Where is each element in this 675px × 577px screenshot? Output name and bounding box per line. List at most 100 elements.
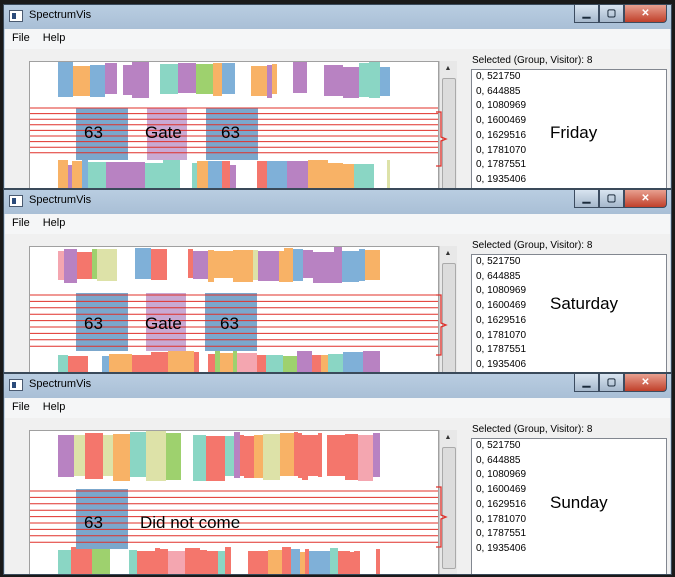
list-item[interactable]: 0, 1080969: [476, 100, 527, 112]
highlight-block: [76, 489, 128, 549]
minimize-icon[interactable]: ▁: [574, 190, 599, 208]
spectrum-block: [293, 249, 303, 281]
list-item[interactable]: 0, 1787551: [476, 159, 527, 171]
spectrum-block: [359, 249, 365, 281]
spectrum-block: [343, 352, 363, 372]
maximize-icon[interactable]: ▢: [599, 5, 624, 23]
list-item[interactable]: 0, 1080969: [476, 469, 527, 481]
label-did-not-come: Did not come: [140, 513, 241, 532]
spectrum-block: [168, 551, 185, 574]
scroll-up-icon[interactable]: ▲: [444, 65, 452, 72]
spectrum-block: [188, 249, 193, 278]
menu-help[interactable]: Help: [42, 401, 66, 413]
spectrum-block: [283, 356, 297, 372]
spectrum-block: [358, 435, 373, 481]
vertical-scrollbar[interactable]: ▲: [439, 61, 457, 188]
list-item[interactable]: 0, 1787551: [476, 344, 527, 356]
spectrum-block: [113, 434, 130, 481]
menu-file[interactable]: File: [12, 217, 30, 229]
close-icon[interactable]: ✕: [624, 374, 667, 392]
menu-help[interactable]: Help: [42, 217, 66, 229]
spectrum-block: [218, 551, 225, 574]
spectrum-block: [376, 549, 380, 574]
spectrum-block: [305, 549, 309, 574]
day-label: Friday: [550, 123, 598, 142]
spectrum-block: [85, 433, 103, 479]
list-item[interactable]: 0, 644885: [476, 454, 521, 466]
list-item[interactable]: 0, 1600469: [476, 484, 527, 496]
scroll-up-icon[interactable]: ▲: [444, 250, 452, 257]
list-item[interactable]: 0, 1629516: [476, 129, 527, 141]
content-area: ▲ Selected (Group, Visitor): 8 0, 521750…: [5, 418, 670, 574]
close-icon[interactable]: ✕: [624, 5, 667, 23]
menu-help[interactable]: Help: [42, 32, 66, 44]
spectrum-block: [308, 435, 318, 476]
menu-file[interactable]: File: [12, 32, 30, 44]
spectrum-block: [266, 355, 283, 372]
spectrum-block: [280, 433, 294, 476]
spectrum-block: [192, 163, 197, 188]
selected-label: Selected (Group, Visitor): 8: [472, 240, 593, 251]
highlight-block: [146, 293, 186, 351]
spectrum-block: [135, 248, 151, 279]
spectrum-block: [313, 252, 334, 283]
spectrum-block: [132, 62, 149, 98]
list-item[interactable]: 0, 1629516: [476, 498, 527, 510]
list-item[interactable]: 0, 644885: [476, 85, 521, 97]
minimize-icon[interactable]: ▁: [574, 374, 599, 392]
title-bar[interactable]: SpectrumVis ▁ ▢ ✕: [4, 5, 671, 29]
list-item[interactable]: 0, 1629516: [476, 314, 527, 326]
list-item[interactable]: 0, 1781070: [476, 329, 527, 341]
close-icon[interactable]: ✕: [624, 190, 667, 208]
spectrum-block: [354, 164, 374, 188]
visitor-list[interactable]: 0, 521750 0, 644885 0, 1080969 0, 160046…: [471, 438, 667, 574]
spectrum-visualization[interactable]: [29, 246, 439, 372]
title-bar[interactable]: SpectrumVis ▁ ▢ ✕: [4, 190, 671, 214]
visitor-list[interactable]: 0, 521750 0, 644885 0, 1080969 0, 160046…: [471, 254, 667, 372]
vertical-scrollbar[interactable]: ▲: [439, 246, 457, 372]
list-item[interactable]: 0, 1781070: [476, 513, 527, 525]
maximize-icon[interactable]: ▢: [599, 190, 624, 208]
spectrum-block: [225, 547, 231, 574]
vertical-scrollbar[interactable]: ▲: [439, 430, 457, 574]
spectrum-block: [58, 355, 68, 372]
menu-bar: File Help: [5, 29, 670, 49]
list-item[interactable]: 0, 1600469: [476, 115, 527, 127]
spectrum-block: [160, 549, 168, 574]
spectrum-block: [200, 550, 207, 574]
list-item[interactable]: 0, 1781070: [476, 144, 527, 156]
visitor-list[interactable]: 0, 521750 0, 644885 0, 1080969 0, 160046…: [471, 69, 667, 188]
spectrum-visualization[interactable]: [29, 430, 439, 574]
spectrum-visualization[interactable]: [29, 61, 439, 188]
spectrum-block: [160, 64, 178, 94]
spectrumvis-window-sunday: SpectrumVis ▁ ▢ ✕ File Help ▲ Selected (G…: [3, 373, 672, 575]
maximize-icon[interactable]: ▢: [599, 374, 624, 392]
minimize-icon[interactable]: ▁: [574, 5, 599, 23]
spectrum-block: [257, 355, 266, 372]
spectrum-block: [230, 165, 236, 188]
spectrum-block: [253, 250, 258, 280]
list-item[interactable]: 0, 521750: [476, 71, 521, 82]
list-item[interactable]: 0, 1787551: [476, 528, 527, 540]
label-gate: Gate: [145, 123, 182, 142]
list-item[interactable]: 0, 1600469: [476, 300, 527, 312]
label-63-first: 63: [84, 314, 103, 333]
scroll-thumb[interactable]: [442, 447, 456, 569]
scroll-up-icon[interactable]: ▲: [444, 434, 452, 441]
spectrum-block: [309, 551, 330, 574]
spectrum-block: [90, 65, 105, 97]
list-item[interactable]: 0, 521750: [476, 256, 521, 267]
list-item[interactable]: 0, 521750: [476, 440, 521, 451]
spectrum-block: [68, 165, 72, 188]
spectrum-block: [343, 67, 359, 98]
spectrum-block: [363, 351, 380, 372]
title-bar[interactable]: SpectrumVis ▁ ▢ ✕: [4, 374, 671, 398]
menu-file[interactable]: File: [12, 401, 30, 413]
scroll-thumb[interactable]: [442, 78, 456, 188]
list-item[interactable]: 0, 644885: [476, 270, 521, 282]
list-item[interactable]: 0, 1080969: [476, 285, 527, 297]
scroll-thumb[interactable]: [442, 263, 456, 372]
list-item[interactable]: 0, 1935406: [476, 542, 527, 554]
list-item[interactable]: 0, 1935406: [476, 173, 527, 185]
list-item[interactable]: 0, 1935406: [476, 358, 527, 370]
